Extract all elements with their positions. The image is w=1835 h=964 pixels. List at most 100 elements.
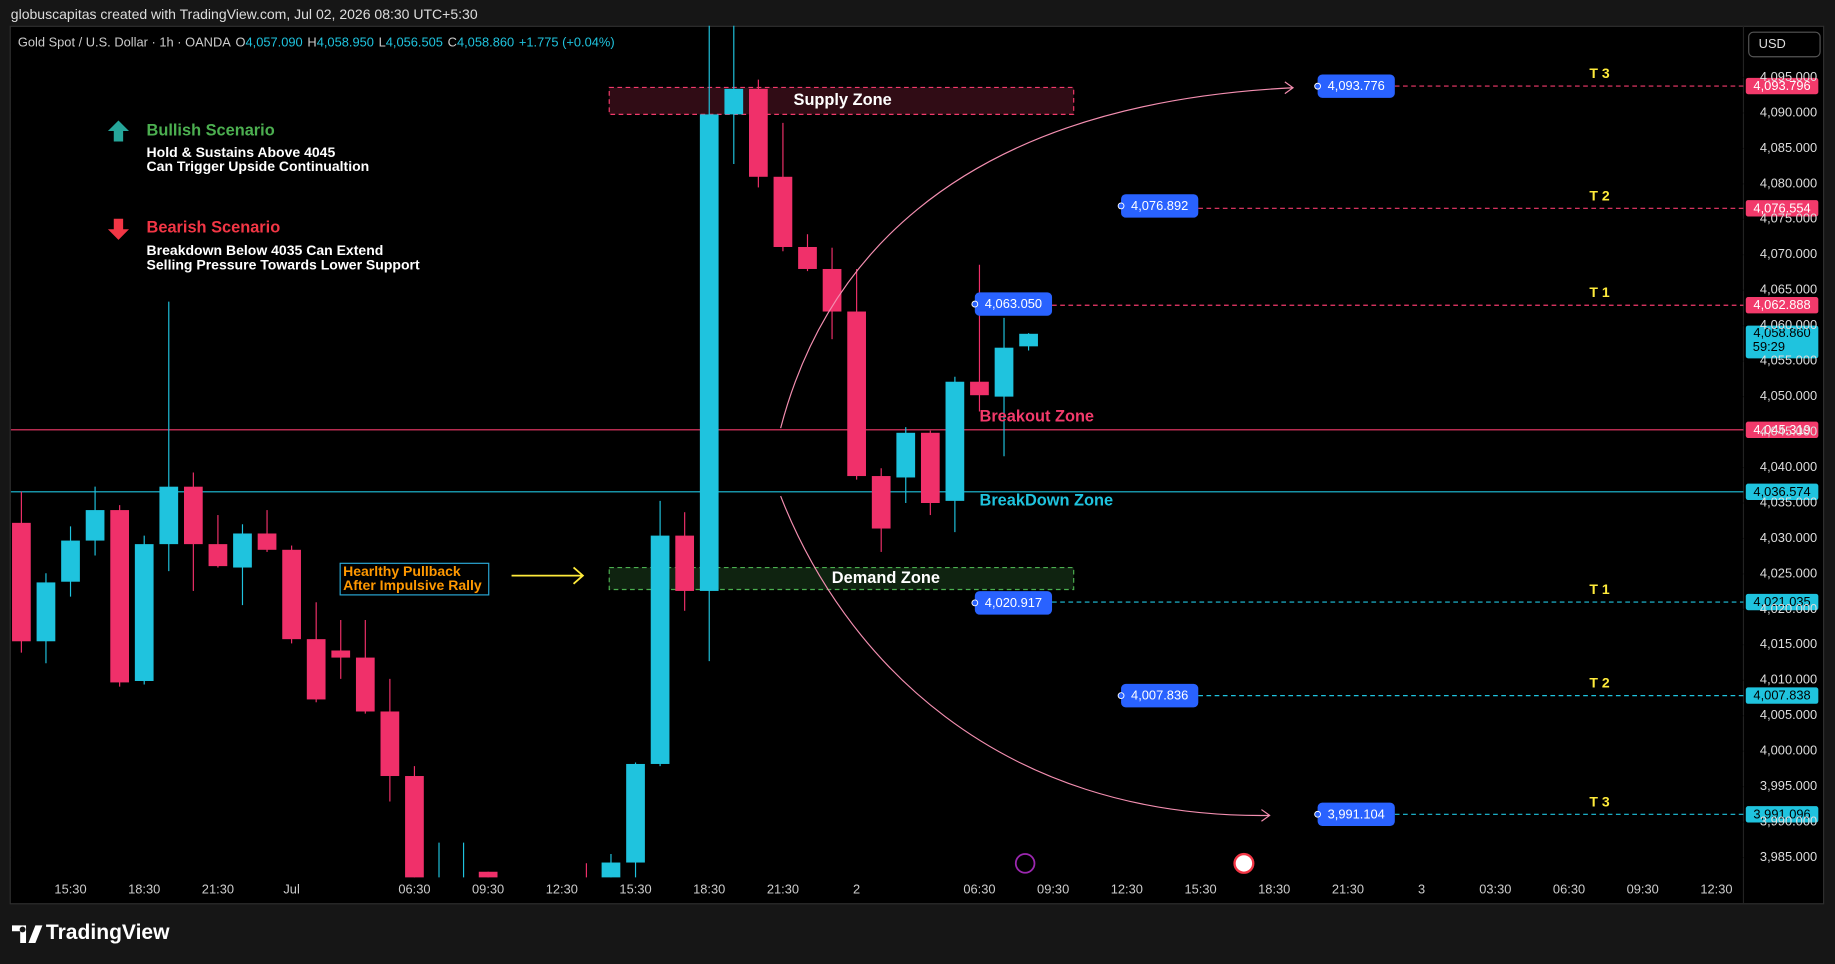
price-tag-label: 4,076.554 xyxy=(1753,200,1810,215)
candle-body xyxy=(282,549,301,640)
economic-event-icon[interactable] xyxy=(1233,852,1255,874)
price-tag xyxy=(1745,297,1819,314)
callout xyxy=(1317,802,1395,826)
candle-body xyxy=(355,657,375,712)
candle-body xyxy=(601,862,621,878)
price-tag xyxy=(1745,77,1819,95)
y-tick-label: 4,060.000 xyxy=(1760,317,1817,332)
x-tick-label: 21:30 xyxy=(202,882,234,897)
price-tag xyxy=(1745,483,1819,501)
x-tick-label: 09:30 xyxy=(472,882,504,897)
legend-close: 4,058.860 xyxy=(457,35,514,50)
y-tick-label: 4,020.000 xyxy=(1760,601,1817,616)
legend-change: +1.775 (+0.04%) xyxy=(519,35,615,50)
y-tick-label: 4,070.000 xyxy=(1760,246,1817,261)
target-name: T 2 xyxy=(1589,675,1609,691)
candle-body xyxy=(257,533,277,550)
legend-key: C xyxy=(448,35,457,50)
price-tag-label: 3,991.096 xyxy=(1753,806,1810,821)
x-tick-label: 15:30 xyxy=(619,882,651,897)
callout-label: 3,991.104 xyxy=(1328,806,1385,821)
zone xyxy=(608,566,1075,591)
callout-anchor xyxy=(971,300,979,308)
currency-button[interactable] xyxy=(1748,31,1821,58)
pullback-text: Hearlthy Pullback xyxy=(343,563,461,579)
price-tag xyxy=(1745,593,1819,611)
candle-body xyxy=(871,476,891,529)
candle-body xyxy=(749,88,768,177)
bearish-title: Bearish Scenario xyxy=(147,218,281,236)
y-tick-label: 4,080.000 xyxy=(1760,175,1817,190)
y-tick-label: 4,075.000 xyxy=(1760,211,1817,226)
candle-body xyxy=(822,268,842,312)
target-name: T 3 xyxy=(1589,793,1609,809)
x-tick-label: 21:30 xyxy=(767,882,799,897)
x-tick-label: 15:30 xyxy=(54,882,86,897)
candle-body xyxy=(405,776,424,878)
y-tick-label: 4,040.000 xyxy=(1760,459,1817,474)
y-tick-label: 3,990.000 xyxy=(1760,814,1817,829)
callout-anchor xyxy=(1117,692,1125,700)
legend-open: 4,057.090 xyxy=(246,35,303,50)
candle-body xyxy=(159,486,179,545)
callout xyxy=(1317,74,1395,98)
x-tick-label: 21:30 xyxy=(1332,882,1364,897)
down-arrow-icon xyxy=(107,218,129,240)
x-tick-label: 12:30 xyxy=(1700,882,1732,897)
target-name: T 2 xyxy=(1589,187,1609,203)
y-tick-label: 4,065.000 xyxy=(1760,282,1817,297)
key-line-name: BreakDown Zone xyxy=(980,492,1114,510)
callout-anchor xyxy=(1314,810,1321,818)
zone-label: Demand Zone xyxy=(832,569,940,587)
bearish-text: Breakdown Below 4035 Can Extend xyxy=(147,242,384,258)
x-tick-label: 15:30 xyxy=(1184,882,1216,897)
last-price-label: 4,058.860 xyxy=(1753,325,1810,340)
price-tag-label: 4,093.796 xyxy=(1753,78,1810,93)
price-tag xyxy=(1745,806,1819,823)
y-tick-label: 4,045.000 xyxy=(1760,423,1817,438)
legend-key: O xyxy=(235,35,245,50)
candle-body xyxy=(970,381,989,396)
candle-body xyxy=(675,535,695,591)
x-tick-label: 06:30 xyxy=(398,882,430,897)
x-tick-label: 09:30 xyxy=(1627,882,1659,897)
x-tick-label: 06:30 xyxy=(1553,882,1585,897)
currency[interactable]: USD xyxy=(1759,36,1786,51)
x-tick-label: 12:30 xyxy=(1111,882,1143,897)
last-price-tag xyxy=(1745,325,1819,359)
candle-body xyxy=(847,311,866,477)
callout-label: 4,007.836 xyxy=(1131,688,1188,703)
candle-body xyxy=(699,114,719,591)
price-tag xyxy=(1745,421,1819,439)
event-icon[interactable] xyxy=(1014,853,1036,874)
callout-anchor xyxy=(971,599,979,607)
callout xyxy=(974,591,1053,615)
pullback-box xyxy=(339,562,490,596)
callout xyxy=(1121,683,1199,708)
bullish-path xyxy=(780,81,1295,429)
zone xyxy=(608,86,1075,115)
candle-body xyxy=(798,246,817,269)
brand: TradingView xyxy=(46,921,170,944)
key-line-name: Breakout Zone xyxy=(980,407,1095,425)
pullback-text: After Impulsive Rally xyxy=(343,577,482,593)
price-tag-label: 4,021.035 xyxy=(1753,594,1810,609)
candle-body xyxy=(650,535,670,764)
x-tick-label: 12:30 xyxy=(546,882,578,897)
x-tick-label: 18:30 xyxy=(693,882,725,897)
x-tick-label: 06:30 xyxy=(963,882,995,897)
candle-body xyxy=(626,763,645,863)
y-tick-label: 4,000.000 xyxy=(1760,743,1817,758)
price-tag xyxy=(1745,687,1819,704)
target-name: T 1 xyxy=(1589,284,1609,300)
price-tag-label: 4,045.319 xyxy=(1753,422,1810,437)
x-tick-label: 2 xyxy=(853,882,860,897)
callout-label: 4,076.892 xyxy=(1131,198,1188,213)
x-tick-label: 09:30 xyxy=(1037,882,1069,897)
countdown: 59:29 xyxy=(1753,339,1785,354)
y-tick-label: 4,025.000 xyxy=(1760,565,1817,580)
y-tick-label: 4,010.000 xyxy=(1760,672,1817,687)
callout xyxy=(974,292,1053,316)
